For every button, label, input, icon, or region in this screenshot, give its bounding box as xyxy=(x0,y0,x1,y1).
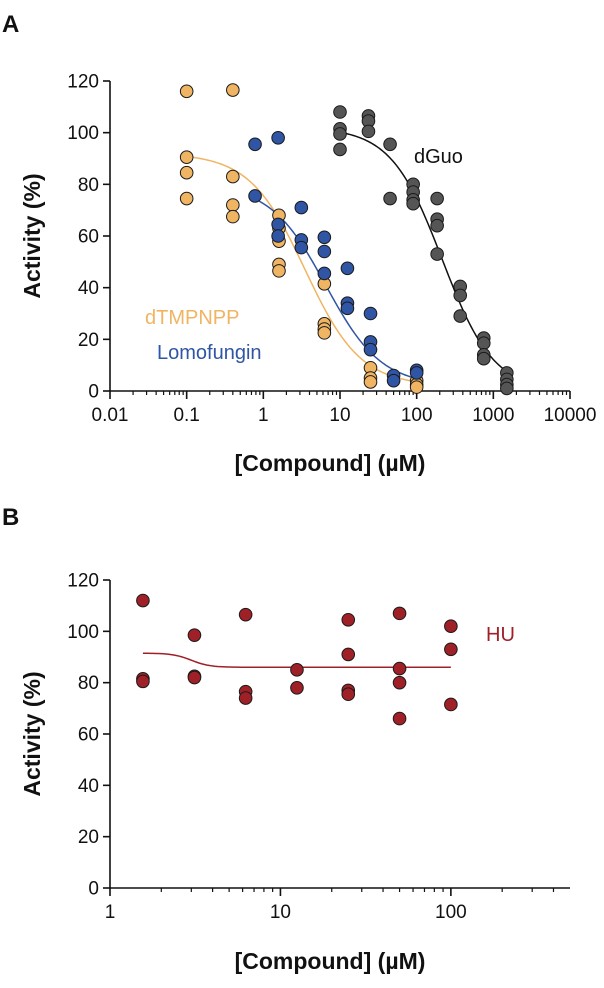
panel-a-point-lomofungin xyxy=(271,229,285,243)
panel-a-point-dtmpnpp xyxy=(179,150,194,165)
panel-b-letter: B xyxy=(2,504,19,531)
panel-a-plot: 0 20 40 60 80 100 120 0.01 0.1 1 10 100 1000 10000 dGu… xyxy=(19,72,596,477)
panel-a-x-tick-label: 0.01 xyxy=(92,405,129,426)
panel-a-point-dtmpnpp xyxy=(272,264,286,278)
panel-a-series-label-dguo: dGuo xyxy=(414,146,463,168)
panel-a-x-axis-label: [Compound] (µM) xyxy=(235,450,426,476)
panel-a-x-tick-label: 10000 xyxy=(544,405,597,426)
panel-a-point-dguo xyxy=(383,137,397,152)
panel-a-point-lomofungin xyxy=(363,342,378,357)
panel-a-point-lomofungin xyxy=(248,137,262,152)
panel-a-point-dguo xyxy=(383,191,397,206)
panel-b-x-tick-label: 10 xyxy=(270,902,291,923)
panel-a-x-tick-label: 0.1 xyxy=(173,405,199,426)
panel-b-point-hu xyxy=(341,687,356,702)
panel-a-point-dtmpnpp xyxy=(226,83,240,97)
panel-a-point-dguo xyxy=(333,142,347,157)
panel-a-point-dtmpnpp xyxy=(226,169,240,184)
panel-a-point-lomofungin xyxy=(386,373,401,388)
panel-a-x-tick-label: 1000 xyxy=(472,405,514,426)
panel-b-point-hu xyxy=(187,670,202,685)
panel-a-point-lomofungin xyxy=(317,230,332,245)
panel-a-x-tick-label: 10 xyxy=(329,405,350,426)
panel-a-point-dtmpnpp xyxy=(179,165,194,180)
panel-a-x-tick-label: 1 xyxy=(258,405,269,426)
panel-a-point-dtmpnpp xyxy=(179,191,194,206)
panel-a-y-tick-label: 20 xyxy=(78,330,99,351)
panel-a-y-tick-label: 80 xyxy=(78,175,99,196)
panel-b-y-tick-label: 20 xyxy=(78,827,99,848)
panel-a-letter: A xyxy=(2,11,19,38)
panel-a-point-lomofungin xyxy=(340,261,355,276)
panel-b-point-hu xyxy=(238,607,253,622)
panel-a-y-tick-label: 60 xyxy=(78,227,99,248)
panel-a-point-lomofungin xyxy=(317,244,332,259)
panel-a-y-tick-label: 0 xyxy=(88,382,99,403)
panel-a-point-dtmpnpp xyxy=(317,326,332,340)
panel-b-x-tick-label: 1 xyxy=(105,902,116,923)
panel-a-point-lomofungin xyxy=(248,189,262,203)
panel-b-point-hu xyxy=(136,674,150,689)
panel-a-point-dguo xyxy=(453,288,468,303)
panel-a-point-dguo xyxy=(500,381,514,396)
panel-b-point-hu xyxy=(136,593,150,608)
panel-a-series-label-dtmpnpp: dTMPNPP xyxy=(145,307,239,329)
panel-b-point-hu xyxy=(290,663,304,677)
panel-b-point-hu xyxy=(392,606,407,621)
panel-a-point-lomofungin xyxy=(409,366,424,380)
panel-a-y-axis-label: Activity (%) xyxy=(19,173,45,298)
panel-a-point-dguo xyxy=(333,105,347,119)
panel-a-point-dguo xyxy=(430,218,444,233)
panel-a-series-label-lomofungin: Lomofungin xyxy=(157,342,262,364)
panel-b-point-hu xyxy=(290,681,304,695)
panel-a-point-dguo xyxy=(406,196,420,211)
panel-b-point-hu xyxy=(392,675,407,690)
panel-a-point-lomofungin xyxy=(363,306,378,321)
panel-a-point-dguo xyxy=(430,247,444,261)
panel-b-point-hu xyxy=(187,628,202,642)
panel-a-point-dtmpnpp xyxy=(226,198,240,212)
panel-b-point-hu xyxy=(392,711,407,726)
panel-b-point-hu xyxy=(341,647,356,662)
panel-b-series-label-hu: HU xyxy=(486,624,515,646)
panel-a-point-dguo xyxy=(476,336,491,351)
panel-a-y-tick-label: 40 xyxy=(78,278,99,299)
panel-b-point-hu xyxy=(341,612,356,627)
panel-a-point-dtmpnpp xyxy=(226,209,240,224)
panel-a-point-dguo xyxy=(430,191,444,206)
panel-b-point-hu xyxy=(444,642,458,657)
panel-a-point-dguo xyxy=(476,351,491,366)
panel-a-y-tick-label: 120 xyxy=(67,72,99,93)
panel-a-point-lomofungin xyxy=(317,266,332,281)
panel-a-point-lomofungin xyxy=(340,301,355,316)
panel-a-point-lomofungin xyxy=(271,217,285,232)
panel-b-x-tick-label: 100 xyxy=(435,902,467,923)
panel-a-point-dguo xyxy=(361,124,376,139)
panel-b-y-tick-label: 60 xyxy=(78,725,99,746)
panel-a-y-tick-label: 100 xyxy=(67,123,99,144)
panel-b-point-hu xyxy=(444,619,458,634)
panel-a-point-dguo xyxy=(453,309,468,323)
panel-b-y-axis-label: Activity (%) xyxy=(19,671,45,796)
panel-b-y-tick-label: 80 xyxy=(78,673,99,694)
panel-a-point-dtmpnpp xyxy=(179,84,194,99)
panel-b-x-axis-label: [Compound] (µM) xyxy=(235,948,426,974)
panel-b-y-tick-label: 0 xyxy=(88,879,99,900)
panel-a-point-dtmpnpp xyxy=(363,375,378,389)
panel-a-point-lomofungin xyxy=(271,131,285,145)
panel-a-fit-dtmpnpp xyxy=(186,155,417,383)
panel-b-point-hu xyxy=(238,691,253,705)
panel-a-point-lomofungin xyxy=(294,200,309,215)
panel-a-point-dtmpnpp xyxy=(409,380,424,394)
panel-b-y-tick-label: 100 xyxy=(67,622,99,643)
panel-a-point-dguo xyxy=(333,127,347,141)
panel-b-y-tick-label: 120 xyxy=(67,571,99,592)
panel-a-point-lomofungin xyxy=(294,240,309,255)
panel-a-x-tick-label: 100 xyxy=(401,405,433,426)
panel-b-point-hu xyxy=(392,661,407,676)
panel-b-y-tick-label: 40 xyxy=(78,776,99,797)
panel-b-point-hu xyxy=(444,697,458,712)
